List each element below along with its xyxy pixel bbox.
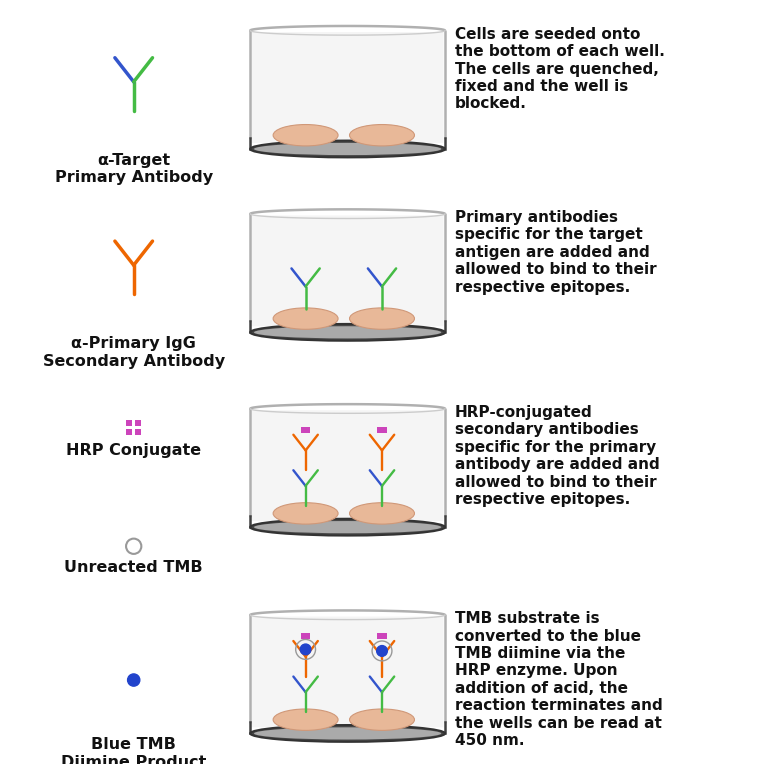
Text: α-Target
Primary Antibody: α-Target Primary Antibody bbox=[55, 153, 212, 185]
FancyBboxPatch shape bbox=[252, 410, 443, 521]
Circle shape bbox=[300, 644, 311, 655]
Ellipse shape bbox=[254, 521, 442, 533]
Ellipse shape bbox=[251, 141, 445, 157]
Ellipse shape bbox=[274, 125, 338, 146]
Text: Cells are seeded onto
the bottom of each well.
The cells are quenched,
fixed and: Cells are seeded onto the bottom of each… bbox=[455, 27, 665, 112]
Ellipse shape bbox=[251, 324, 445, 341]
Ellipse shape bbox=[350, 125, 415, 146]
Ellipse shape bbox=[350, 308, 415, 329]
Text: Blue TMB
Diimine Product: Blue TMB Diimine Product bbox=[61, 737, 206, 764]
Ellipse shape bbox=[251, 725, 445, 742]
Ellipse shape bbox=[350, 503, 415, 524]
Bar bbox=[301, 633, 310, 639]
FancyBboxPatch shape bbox=[252, 215, 443, 326]
Ellipse shape bbox=[274, 308, 338, 329]
Bar bbox=[135, 429, 141, 435]
Bar bbox=[135, 420, 141, 426]
Text: Unreacted TMB: Unreacted TMB bbox=[64, 560, 203, 575]
Text: TMB substrate is
converted to the blue
TMB diimine via the
HRP enzyme. Upon
addi: TMB substrate is converted to the blue T… bbox=[455, 611, 662, 748]
Text: Primary antibodies
specific for the target
antigen are added and
allowed to bind: Primary antibodies specific for the targ… bbox=[455, 210, 656, 295]
FancyBboxPatch shape bbox=[252, 617, 443, 727]
Ellipse shape bbox=[274, 503, 338, 524]
Bar bbox=[377, 633, 387, 639]
Bar bbox=[126, 429, 132, 435]
Circle shape bbox=[377, 646, 387, 656]
Circle shape bbox=[128, 674, 140, 686]
Ellipse shape bbox=[274, 709, 338, 730]
Ellipse shape bbox=[251, 519, 445, 536]
Text: HRP Conjugate: HRP Conjugate bbox=[66, 443, 201, 458]
Ellipse shape bbox=[254, 326, 442, 338]
Ellipse shape bbox=[254, 727, 442, 740]
FancyBboxPatch shape bbox=[252, 32, 443, 143]
Bar bbox=[377, 427, 387, 433]
Bar bbox=[126, 420, 132, 426]
Ellipse shape bbox=[350, 709, 415, 730]
Bar bbox=[301, 427, 310, 433]
Text: HRP-conjugated
secondary antibodies
specific for the primary
antibody are added : HRP-conjugated secondary antibodies spec… bbox=[455, 405, 659, 507]
Ellipse shape bbox=[254, 143, 442, 155]
Text: α-Primary IgG
Secondary Antibody: α-Primary IgG Secondary Antibody bbox=[43, 336, 225, 368]
